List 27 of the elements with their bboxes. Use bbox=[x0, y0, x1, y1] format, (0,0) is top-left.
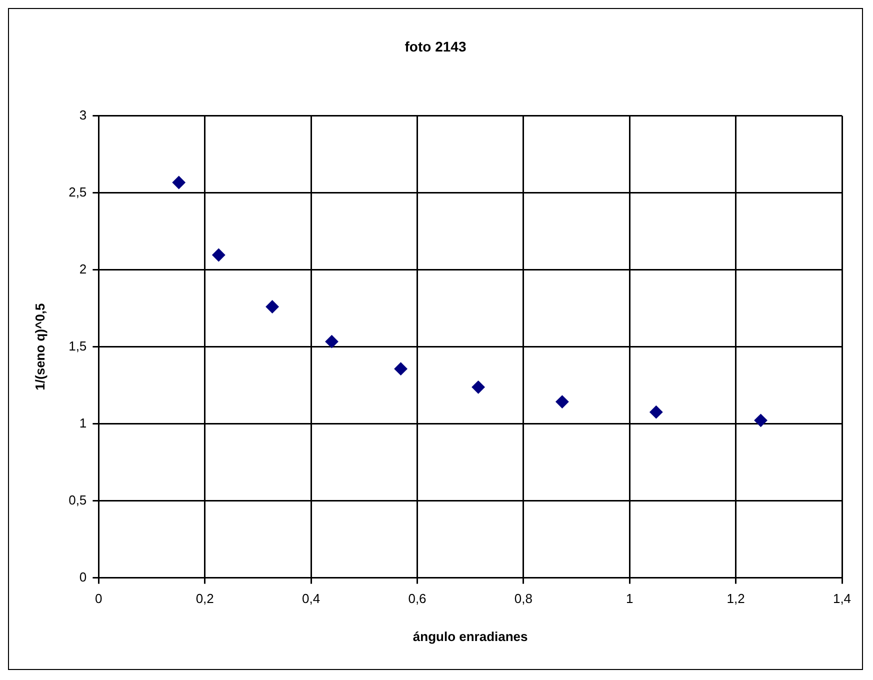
y-axis-title: 1/(seno q)^0,5 bbox=[32, 303, 48, 390]
x-tick-label: 1,4 bbox=[832, 591, 852, 606]
point bbox=[472, 380, 485, 394]
x-tick-label: 0,4 bbox=[302, 591, 320, 606]
x-tick-label: 1 bbox=[626, 591, 634, 606]
point bbox=[650, 406, 663, 419]
point bbox=[212, 248, 226, 262]
y-tick-label: 1 bbox=[79, 415, 87, 430]
point bbox=[266, 300, 279, 314]
point bbox=[754, 414, 768, 427]
y-tick-label: 0 bbox=[79, 569, 87, 584]
y-tick-label: 0,5 bbox=[68, 492, 87, 508]
point bbox=[394, 362, 408, 376]
x-tick-label: 0 bbox=[95, 591, 102, 606]
point bbox=[172, 176, 186, 189]
x-tick-label: 1,2 bbox=[726, 591, 745, 606]
x-tick-label: 0,2 bbox=[196, 591, 214, 606]
chart-title: foto 2143 bbox=[404, 38, 466, 54]
y-tick-label: 3 bbox=[79, 107, 87, 122]
y-tick-label: 2 bbox=[79, 261, 87, 276]
point bbox=[556, 395, 569, 408]
x-axis-title: ángulo enradianes bbox=[412, 628, 528, 644]
x-tick-label: 0,6 bbox=[408, 591, 426, 606]
point bbox=[325, 335, 338, 348]
x-tick-label: 0,8 bbox=[514, 591, 532, 606]
y-tick-label: 2,5 bbox=[68, 184, 87, 200]
y-tick-label: 1,5 bbox=[68, 338, 87, 354]
